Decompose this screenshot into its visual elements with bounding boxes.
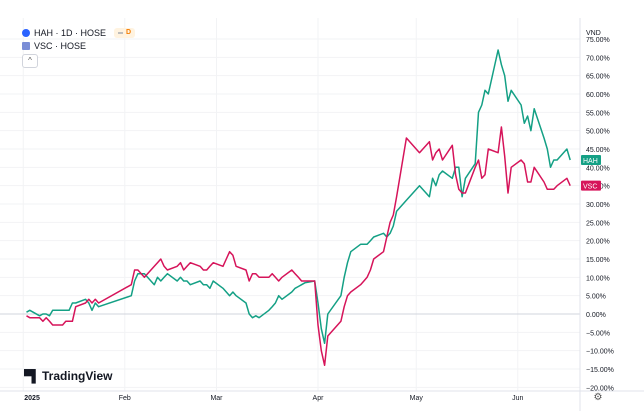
grid-lines bbox=[0, 18, 580, 391]
last-value-labels: HAH VSC bbox=[581, 155, 601, 191]
y-tick-label: −15.00% bbox=[586, 367, 614, 374]
vsc-symbol-icon bbox=[22, 41, 30, 50]
y-tick-label: 60.00% bbox=[586, 92, 610, 99]
y-tick-label: 5.00% bbox=[586, 294, 606, 301]
logo-text: TradingView bbox=[42, 369, 113, 383]
badge-dash-icon bbox=[118, 31, 124, 34]
x-tick-label: Apr bbox=[313, 395, 325, 402]
y-tick-label: 10.00% bbox=[586, 275, 610, 282]
y-tick-label: 25.00% bbox=[586, 220, 610, 227]
y-tick-label: 45.00% bbox=[586, 147, 610, 154]
x-tick-label: Feb bbox=[119, 395, 131, 402]
tradingview-logo[interactable]: ▀▌ TradingView bbox=[24, 369, 112, 383]
series-lines bbox=[26, 49, 571, 367]
tv-logo-icon: ▀▌ bbox=[24, 369, 40, 383]
last-value-label-vsc: VSC bbox=[581, 180, 601, 191]
y-tick-label: 30.00% bbox=[586, 202, 610, 209]
x-tick-label: Jun bbox=[512, 395, 523, 402]
y-tick-label: −10.00% bbox=[586, 349, 614, 356]
y-tick-label: −5.00% bbox=[586, 330, 610, 337]
series-line-hah bbox=[26, 49, 571, 345]
y-tick-label: 15.00% bbox=[586, 257, 610, 264]
y-tick-label: −20.00% bbox=[586, 385, 614, 392]
x-tick-label: Mar bbox=[210, 395, 223, 402]
legend: HAH · 1D · HOSE D VSC · HOSE bbox=[22, 26, 136, 52]
y-tick-label: 50.00% bbox=[586, 129, 610, 136]
gear-icon[interactable]: ⚙ bbox=[593, 392, 603, 403]
legend-label-vsc: VSC · HOSE bbox=[34, 40, 87, 51]
last-value-badge bbox=[581, 180, 601, 191]
y-tick-label: 70.00% bbox=[586, 55, 610, 62]
y-axis[interactable]: 75.00% 70.00% 65.00% 60.00% 55.00% 50.00% 45.0… bbox=[579, 18, 614, 411]
y-tick-label: 40.00% bbox=[586, 165, 610, 172]
x-axis[interactable]: 2025 Feb Mar Apr May Jun bbox=[0, 390, 644, 402]
y-tick-label: 75.00% bbox=[586, 37, 610, 44]
last-value-badge bbox=[581, 155, 601, 165]
x-tick-label: 2025 bbox=[24, 395, 40, 402]
collapse-legend-button[interactable]: ^ bbox=[22, 54, 38, 68]
interval-badge[interactable]: D bbox=[114, 27, 136, 38]
y-tick-label: 65.00% bbox=[586, 74, 610, 81]
x-tick-label: May bbox=[410, 395, 424, 402]
last-value-text: HAH bbox=[583, 158, 598, 165]
y-tick-label: 0.00% bbox=[586, 312, 606, 319]
y-tick-label: 20.00% bbox=[586, 239, 610, 246]
series-line-vsc bbox=[26, 126, 571, 367]
last-value-label-hah: HAH bbox=[581, 155, 601, 165]
legend-label-hah: HAH · 1D · HOSE bbox=[34, 27, 107, 38]
y-tick-label: 55.00% bbox=[586, 110, 610, 117]
legend-item-vsc[interactable]: VSC · HOSE bbox=[22, 39, 135, 52]
badge-text: D bbox=[126, 29, 132, 36]
last-value-text: VSC bbox=[583, 184, 597, 191]
hah-symbol-icon bbox=[22, 28, 30, 37]
legend-item-hah[interactable]: HAH · 1D · HOSE D bbox=[22, 26, 136, 39]
y-axis-unit: VND bbox=[586, 30, 601, 37]
